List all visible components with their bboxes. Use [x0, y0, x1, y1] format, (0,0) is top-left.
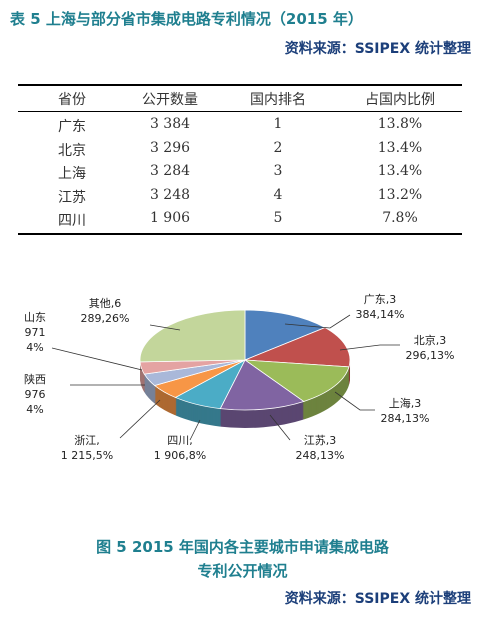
leader-line — [269, 414, 291, 441]
pie-slice — [219, 359, 305, 411]
leader-line — [339, 344, 400, 351]
pie-slice — [139, 309, 246, 363]
table-cell: 3 284 — [149, 163, 191, 179]
figure-caption: 图 5 2015 年国内各主要城市申请集成电路 — [96, 538, 389, 556]
leader-line — [189, 419, 201, 441]
data-label: 广东,3 384,14% — [355, 293, 405, 321]
table-rule — [18, 233, 462, 235]
table-cell: 13.4% — [377, 139, 423, 156]
table-cell: 四川 — [58, 213, 86, 229]
column-header: 国内排名 — [250, 92, 306, 108]
table-cell: 2 — [273, 139, 283, 156]
data-label: 其他,6 289,26% — [80, 297, 130, 325]
pie-slice — [243, 359, 350, 402]
table-cell: 1 906 — [149, 210, 191, 226]
pie-slice — [244, 309, 326, 361]
column-header: 公开数量 — [142, 92, 198, 108]
table-title: 表 5 上海与部分省市集成电路专利情况（2015 年） — [10, 10, 363, 28]
data-label: 四川, 1 906,8% — [153, 434, 207, 462]
table-cell: 北京 — [58, 142, 86, 159]
table-cell: 5 — [273, 210, 283, 226]
table-source: 资料来源：SSIPEX 统计整理 — [284, 41, 471, 57]
data-label: 江苏,3 248,13% — [295, 434, 345, 462]
table-cell: 3 — [273, 163, 283, 179]
table-cell: 13.8% — [377, 116, 423, 132]
data-label: 陕西 976 4% — [24, 373, 46, 416]
leader-line — [149, 324, 181, 331]
column-header: 省份 — [58, 92, 86, 108]
table-cell: 3 384 — [149, 116, 191, 132]
table-cell: 3 248 — [149, 186, 191, 203]
table-cell: 4 — [273, 186, 283, 203]
table-cell: 13.2% — [377, 186, 423, 203]
table-cell: 3 296 — [149, 139, 191, 156]
table-rule — [18, 111, 462, 112]
figure-source: 资料来源：SSIPEX 统计整理 — [284, 591, 471, 607]
leader-line — [334, 391, 375, 411]
pie-slice — [244, 327, 351, 368]
leader-line — [51, 347, 143, 371]
table-cell: 7.8% — [382, 210, 418, 226]
leader-line — [119, 399, 161, 439]
figure-caption: 专利公开情况 — [197, 562, 288, 580]
leader-line — [284, 314, 351, 329]
table-cell: 广东 — [58, 119, 86, 135]
table-cell: 江苏 — [58, 189, 86, 206]
data-label: 山东 971 4% — [24, 311, 46, 354]
column-header: 占国内比例 — [365, 92, 435, 108]
data-label: 北京,3 296,13% — [405, 334, 455, 362]
data-label: 浙江, 1 215,5% — [60, 434, 114, 462]
leader-lines — [51, 314, 400, 441]
table-cell: 上海 — [58, 166, 86, 182]
table-cell: 1 — [273, 116, 283, 132]
data-label: 上海,3 284,13% — [380, 397, 430, 425]
table-rule — [18, 84, 462, 86]
table-cell: 13.4% — [377, 163, 423, 179]
